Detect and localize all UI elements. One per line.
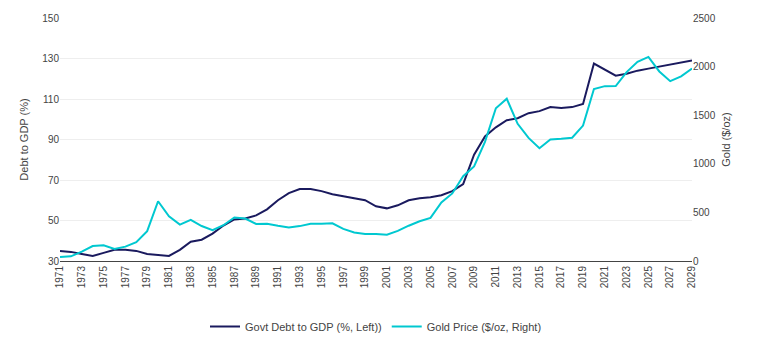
svg-text:1997: 1997: [338, 266, 349, 289]
svg-text:2007: 2007: [447, 266, 458, 289]
svg-text:2000: 2000: [693, 61, 716, 72]
svg-text:2500: 2500: [693, 13, 716, 24]
svg-text:1987: 1987: [229, 266, 240, 289]
svg-text:1993: 1993: [294, 266, 305, 289]
svg-text:1983: 1983: [185, 266, 196, 289]
svg-text:2011: 2011: [490, 266, 501, 288]
svg-text:2009: 2009: [468, 266, 479, 289]
svg-text:90: 90: [48, 134, 60, 145]
svg-text:2021: 2021: [599, 266, 610, 289]
svg-text:Govt Debt to GDP (%, Left)): Govt Debt to GDP (%, Left)): [245, 321, 382, 333]
svg-text:2029: 2029: [686, 266, 697, 289]
svg-text:2023: 2023: [621, 266, 632, 289]
svg-text:2005: 2005: [425, 266, 436, 289]
svg-text:1975: 1975: [98, 266, 109, 289]
svg-text:1971: 1971: [54, 266, 65, 289]
svg-text:Gold Price ($/oz, Right): Gold Price ($/oz, Right): [427, 321, 541, 333]
svg-text:2003: 2003: [403, 266, 414, 289]
svg-text:1000: 1000: [693, 158, 716, 169]
svg-text:1989: 1989: [250, 266, 261, 289]
svg-text:1979: 1979: [141, 266, 152, 289]
svg-text:1973: 1973: [76, 266, 87, 289]
svg-text:1981: 1981: [163, 266, 174, 289]
svg-text:2013: 2013: [512, 266, 523, 289]
svg-text:2019: 2019: [577, 266, 588, 289]
svg-text:Gold ($/oz): Gold ($/oz): [720, 112, 732, 166]
svg-text:2017: 2017: [555, 266, 566, 289]
svg-text:0: 0: [693, 256, 699, 267]
svg-text:1991: 1991: [272, 266, 283, 289]
svg-text:1999: 1999: [359, 266, 370, 289]
svg-text:2025: 2025: [643, 266, 654, 289]
svg-text:110: 110: [43, 94, 59, 105]
svg-text:1985: 1985: [207, 266, 218, 289]
svg-text:150: 150: [42, 13, 59, 24]
svg-text:2027: 2027: [664, 266, 675, 289]
svg-text:50: 50: [48, 215, 60, 226]
svg-text:130: 130: [42, 53, 59, 64]
svg-text:500: 500: [693, 207, 710, 218]
svg-text:2001: 2001: [381, 266, 392, 289]
svg-text:2015: 2015: [534, 266, 545, 289]
svg-text:1995: 1995: [316, 266, 327, 289]
svg-text:70: 70: [48, 175, 60, 186]
svg-text:1500: 1500: [693, 110, 716, 121]
svg-text:Debt to GDP (%): Debt to GDP (%): [18, 98, 30, 180]
svg-text:30: 30: [48, 256, 60, 267]
svg-text:1977: 1977: [120, 266, 131, 289]
